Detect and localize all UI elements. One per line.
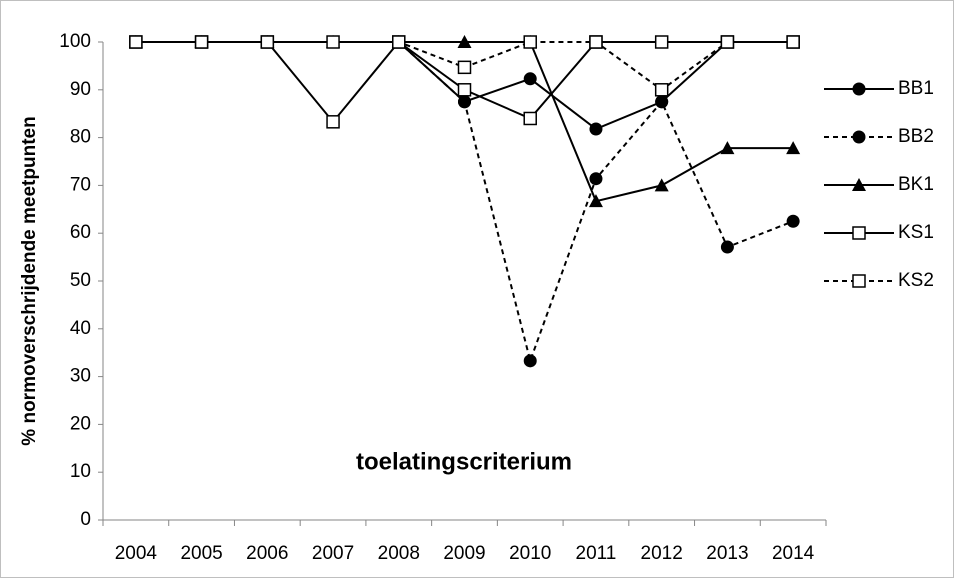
marker [852,226,866,240]
y-tick-label: 60 [70,222,91,243]
x-tick-label: 2006 [246,543,288,564]
y-tick-label: 80 [70,127,91,148]
marker [786,214,800,228]
marker [654,35,669,49]
marker [589,122,603,136]
marker [523,111,537,126]
x-tick-label: 2007 [312,543,354,564]
marker [129,35,143,49]
y-tick-label: 30 [70,366,91,387]
legend-label: BB2 [898,126,934,147]
marker [194,35,209,49]
marker [326,115,340,129]
marker [786,35,800,49]
marker [457,35,472,48]
marker [852,178,866,191]
marker [654,83,669,97]
x-tick-label: 2012 [641,543,683,564]
marker [589,172,603,186]
x-tick-label: 2009 [443,543,485,564]
x-tick-label: 2008 [378,543,420,564]
y-tick-label: 0 [80,509,91,530]
marker [852,130,866,144]
y-axis-label: % normoverschrijdende meetpunten [19,116,40,445]
marker [392,35,406,49]
x-tick-label: 2004 [115,543,158,564]
y-tick-label: 100 [59,31,91,52]
y-tick-label: 10 [70,461,91,482]
annotation: toelatingscriterium [356,448,572,475]
marker [523,354,537,368]
legend-label: KS1 [898,222,934,243]
legend-label: BK1 [898,174,934,195]
marker [852,82,866,96]
y-tick-label: 40 [70,318,91,339]
legend-label: BB1 [898,78,934,99]
marker [260,35,275,49]
marker [457,83,472,97]
y-tick-label: 70 [70,174,91,195]
x-tick-label: 2010 [509,543,551,564]
x-tick-label: 2011 [576,543,617,564]
x-tick-label: 2005 [180,543,222,564]
marker [655,95,669,109]
marker [852,274,866,288]
x-tick-label: 2013 [706,543,748,564]
y-tick-label: 90 [70,79,91,100]
marker [458,95,471,109]
y-tick-label: 20 [70,413,91,434]
legend-label: KS2 [898,270,934,291]
marker [523,35,537,49]
marker [720,35,735,49]
marker [326,35,340,49]
marker [588,194,603,208]
marker [786,141,801,155]
marker [654,178,669,192]
marker [589,35,603,49]
marker [720,141,735,155]
x-tick-label: 2014 [772,543,815,564]
marker [523,72,537,86]
marker [457,60,472,75]
y-tick-label: 50 [70,270,91,291]
marker [720,240,734,254]
